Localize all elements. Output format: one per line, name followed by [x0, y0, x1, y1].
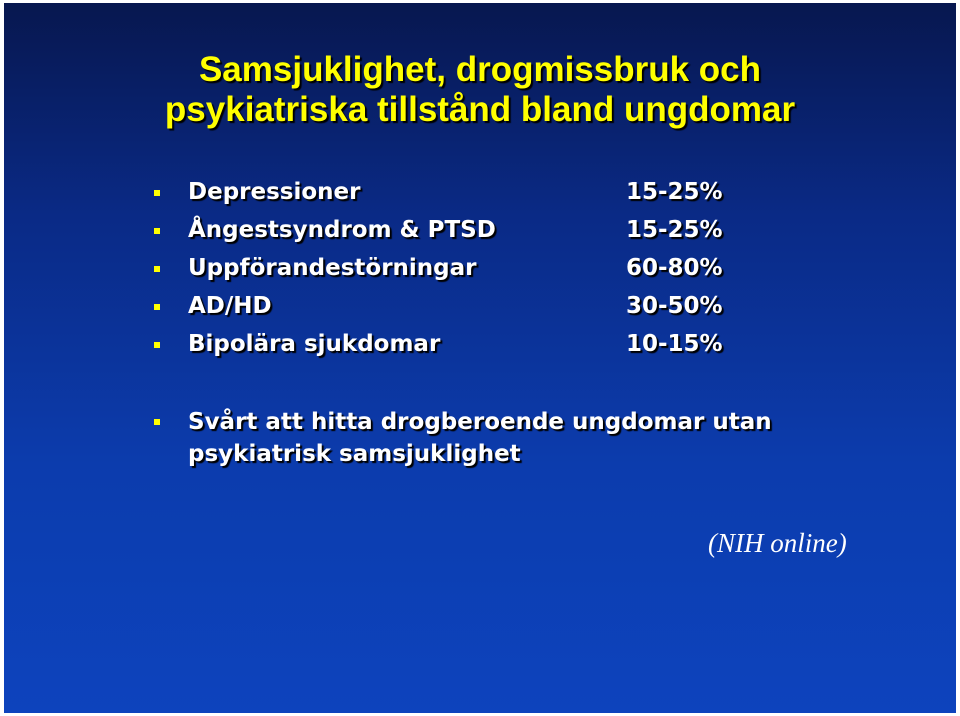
prevalence-list: Depressioner 15-25% Ångestsyndrom & PTSD… — [4, 178, 956, 368]
source-citation: (NIH online) — [708, 528, 847, 558]
condition-label: AD/HD — [188, 293, 272, 319]
prevalence-value: 60-80% — [626, 255, 723, 281]
slide-title-line-2: psykiatriska tillstånd bland ungdomar — [164, 90, 796, 129]
square-bullet-icon — [154, 266, 160, 272]
prevalence-value: 15-25% — [626, 179, 723, 205]
list-item-bipolara: Bipolära sjukdomar 10-15% — [4, 330, 956, 368]
square-bullet-icon — [154, 342, 160, 348]
summary-note-line-2: psykiatrisk samsjuklighet — [188, 441, 521, 467]
slide-title-line-1: Samsjuklighet, drogmissbruk och — [198, 50, 762, 89]
list-item-adhd: AD/HD 30-50% — [4, 292, 956, 330]
slide-title: Samsjuklighet, drogmissbruk och psykiatr… — [4, 50, 956, 130]
condition-label: Bipolära sjukdomar — [188, 331, 441, 357]
square-bullet-icon — [154, 304, 160, 310]
slide: Samsjuklighet, drogmissbruk och psykiatr… — [4, 3, 956, 713]
list-item-depressioner: Depressioner 15-25% — [4, 178, 956, 216]
prevalence-value: 15-25% — [626, 217, 723, 243]
prevalence-value: 10-15% — [626, 331, 723, 357]
condition-label: Uppförandestörningar — [188, 255, 477, 281]
prevalence-value: 30-50% — [626, 293, 723, 319]
condition-label: Depressioner — [188, 179, 361, 205]
condition-label: Ångestsyndrom & PTSD — [188, 217, 496, 243]
summary-note-text: Svårt att hitta drogberoende ungdomar ut… — [188, 406, 772, 470]
square-bullet-icon — [154, 190, 160, 196]
square-bullet-icon — [154, 228, 160, 234]
list-item-uppforandestorningar: Uppförandestörningar 60-80% — [4, 254, 956, 292]
square-bullet-icon — [154, 419, 160, 425]
list-item-angestsyndrom: Ångestsyndrom & PTSD 15-25% — [4, 216, 956, 254]
summary-note-line-1: Svårt att hitta drogberoende ungdomar ut… — [188, 409, 772, 435]
